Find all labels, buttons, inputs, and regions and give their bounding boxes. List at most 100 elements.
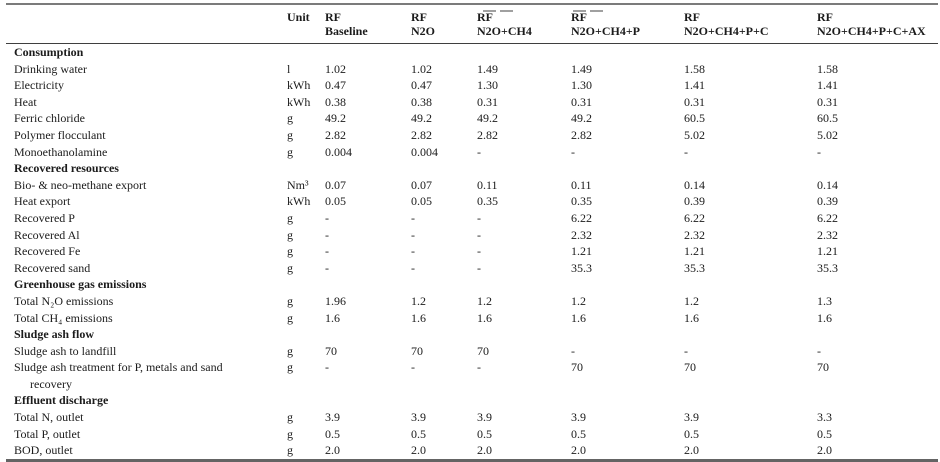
row-label-line1: Polymer flocculant	[14, 127, 106, 142]
cell-value: 1.41	[684, 78, 705, 93]
cell-value: 2.82	[411, 127, 432, 142]
cell-value: 0.05	[325, 194, 346, 209]
row-label: BOD, outlet	[6, 442, 287, 460]
row-label: Sludge ash treatment for P, metals and s…	[6, 359, 287, 392]
cell-value: -	[411, 244, 415, 259]
cell-value: -	[477, 260, 481, 275]
col-header-line2: N2O+CH4+P	[571, 24, 641, 38]
cell-value: 2.82	[325, 127, 346, 142]
cell-value: 1.21	[684, 244, 705, 259]
cell-value: -	[325, 244, 329, 259]
row-unit: g	[287, 360, 293, 375]
row-label-line1: Total P, outlet	[14, 426, 81, 441]
cell-value: 3.9	[684, 410, 699, 425]
cell-value: 0.05	[411, 194, 432, 209]
col-header-line1: RF	[325, 10, 341, 24]
row-unit: g	[287, 293, 293, 308]
row-label: Polymer flocculant	[6, 127, 287, 144]
data-row: Recovered Fe g - - - 1.21 1.21 1.21	[6, 243, 938, 260]
cell-value: 1.30	[571, 78, 592, 93]
row-label-line1: Sludge ash to landfill	[14, 343, 117, 358]
section-title: Sludge ash flow	[14, 327, 95, 342]
row-label-line1: BOD, outlet	[14, 443, 73, 458]
row-label-line1: Ferric chloride	[14, 111, 85, 126]
cell-value: 0.11	[571, 177, 592, 192]
cell-value: -	[817, 144, 821, 159]
cell-value: 0.14	[817, 177, 838, 192]
col-header-line1: RF	[411, 10, 427, 24]
cell-value: -	[684, 144, 688, 159]
cell-value: 1.3	[817, 293, 832, 308]
scenario-inventory-table: Unit RF Baseline RF N2O RF N2O+CH4 RF N2O+CH4+P R…	[6, 3, 938, 462]
data-row: Recovered sand g - - - 35.3 35.3 35.3	[6, 260, 938, 277]
cell-value: -	[477, 144, 481, 159]
cell-value: 1.2	[571, 293, 586, 308]
data-row: Sludge ash treatment for P, metals and s…	[6, 359, 938, 392]
col-header-line2: N2O+CH4+P+C	[684, 24, 769, 38]
cell-value: 70	[684, 360, 696, 375]
cell-value: 0.39	[684, 194, 705, 209]
cell-value: 2.0	[684, 443, 699, 458]
cell-value: 35.3	[817, 260, 838, 275]
cell-value: -	[325, 360, 329, 375]
data-row: Total P, outlet g 0.5 0.5 0.5 0.5 0.5 0.5	[6, 426, 938, 443]
cell-value: 0.35	[571, 194, 592, 209]
cell-value: 70	[817, 360, 829, 375]
col-header-scenario: RF N2O+CH4	[477, 4, 571, 44]
cell-value: 1.2	[684, 293, 699, 308]
table-body: Consumption Drinking water l 1.02 1.02 1.49 1.…	[6, 44, 938, 461]
row-label: Heat	[6, 94, 287, 111]
cell-value: 2.0	[325, 443, 340, 458]
col-header-scenario: RF N2O+CH4+P+C	[684, 4, 817, 44]
cell-value: 3.9	[477, 410, 492, 425]
cell-value: 0.39	[817, 194, 838, 209]
cell-value: 2.0	[817, 443, 832, 458]
cell-value: 1.58	[817, 61, 838, 76]
cell-value: 1.21	[817, 244, 838, 259]
cell-value: 1.6	[411, 310, 426, 325]
cell-value: 6.22	[817, 210, 838, 225]
col-header-line1: RF	[684, 10, 700, 24]
row-unit: g	[287, 426, 293, 441]
data-row: BOD, outlet g 2.0 2.0 2.0 2.0 2.0 2.0	[6, 442, 938, 460]
cell-value: 2.82	[477, 127, 498, 142]
cell-value: 3.3	[817, 410, 832, 425]
cell-value: 49.2	[411, 111, 432, 126]
row-label: Heat export	[6, 193, 287, 210]
cell-value: -	[325, 210, 329, 225]
row-label-line1: Recovered sand	[14, 260, 91, 275]
cell-value: 3.9	[325, 410, 340, 425]
cell-value: 2.82	[571, 127, 592, 142]
col-header-line2: N2O	[411, 24, 435, 38]
row-label: Recovered Al	[6, 227, 287, 244]
cell-value: 1.49	[571, 61, 592, 76]
cell-value: 6.22	[571, 210, 592, 225]
data-row: Electricity kWh 0.47 0.47 1.30 1.30 1.41 1.41	[6, 77, 938, 94]
data-row: Sludge ash to landfill g 70 70 70 - - -	[6, 343, 938, 360]
cell-value: -	[477, 227, 481, 242]
col-header-scenario: RF N2O	[411, 4, 477, 44]
cell-value: 1.96	[325, 293, 346, 308]
section-row: Greenhouse gas emissions	[6, 276, 938, 293]
cell-value: 1.6	[571, 310, 586, 325]
cell-value: 70	[571, 360, 583, 375]
cell-value: -	[684, 343, 688, 358]
data-row: Total CH₄ emissions g 1.6 1.6 1.6 1.6 1.6 1.6	[6, 310, 938, 327]
section-row: Effluent discharge	[6, 392, 938, 409]
row-unit: g	[287, 244, 293, 259]
cell-value: 0.07	[325, 177, 346, 192]
row-label: Recovered sand	[6, 260, 287, 277]
row-unit: g	[287, 144, 293, 159]
cell-value: 0.5	[684, 426, 699, 441]
row-unit: g	[287, 260, 293, 275]
cell-value: 0.31	[477, 94, 498, 109]
corner-cell	[6, 4, 287, 44]
cell-value: -	[411, 360, 415, 375]
cell-value: 0.38	[325, 94, 346, 109]
cell-value: 0.31	[684, 94, 705, 109]
section-title: Consumption	[14, 45, 84, 59]
cell-value: 49.2	[571, 111, 592, 126]
row-label-line1: Electricity	[14, 78, 64, 93]
cell-value: -	[571, 144, 575, 159]
col-header-line2: N2O+CH4	[477, 24, 532, 38]
